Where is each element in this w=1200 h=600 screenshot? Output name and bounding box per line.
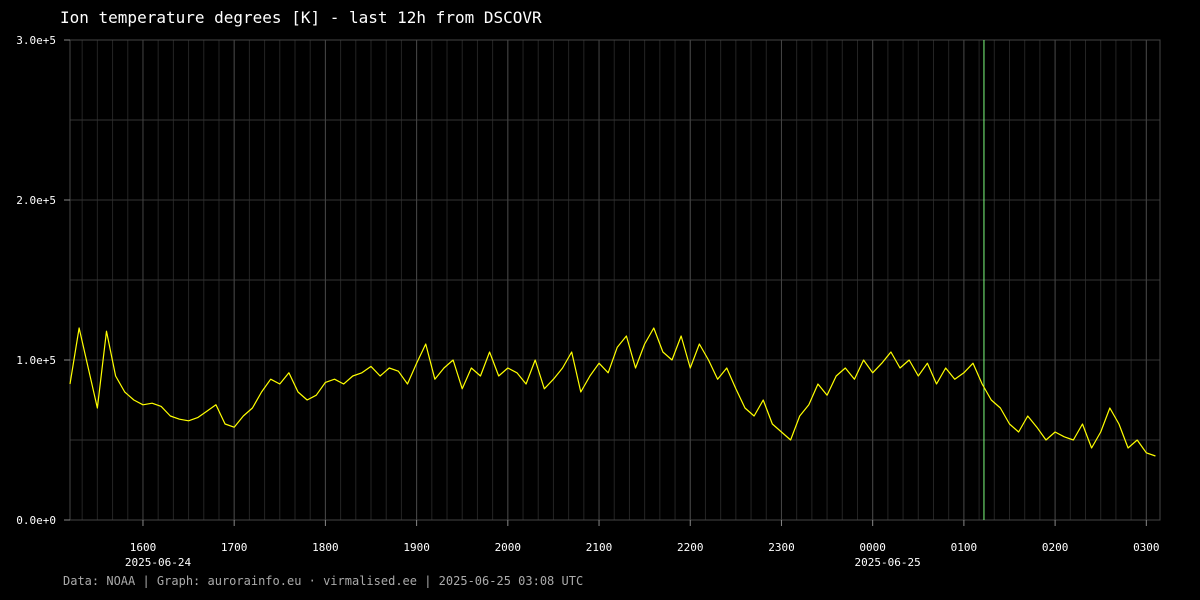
x-tick-label: 1600 [130,541,157,554]
tick-layer: 0.0e+0 1.0e+5 2.0e+5 3.0e+5 1600 1700 1800 1900… [16,34,1159,569]
x-tick-label: 1900 [403,541,430,554]
x-tick-label: 2200 [677,541,704,554]
y-tick-label: 2.0e+5 [16,194,56,207]
x-tick-label: 1700 [221,541,248,554]
plot-frame [69,39,1161,521]
footer-credit: Data: NOAA | Graph: aurorainfo.eu · virm… [63,574,584,588]
x-tick-label: 2000 [495,541,522,554]
x-tick-label: 2100 [586,541,613,554]
x-date-label: 2025-06-24 [125,556,192,569]
grid-layer [69,39,1161,521]
ion-temperature-series-line [69,327,1156,457]
chart-title: Ion temperature degrees [K] - last 12h f… [60,8,542,27]
x-tick-label: 0200 [1042,541,1069,554]
y-tick-label: 1.0e+5 [16,354,56,367]
x-tick-label: 0100 [951,541,978,554]
x-tick-label: 2300 [768,541,795,554]
x-tick-label: 0300 [1133,541,1160,554]
x-date-label: 2025-06-25 [855,556,921,569]
y-tick-label: 0.0e+0 [16,514,56,527]
x-tick-label: 0000 [859,541,886,554]
y-tick-label: 3.0e+5 [16,34,56,47]
series-layer [69,327,1156,457]
x-tick-label: 1800 [312,541,339,554]
